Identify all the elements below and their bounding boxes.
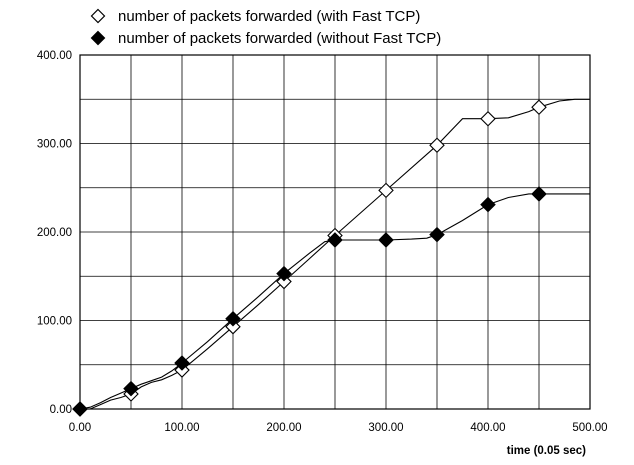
filled-diamond-marker bbox=[429, 226, 445, 243]
x-tick-label: 500.00 bbox=[572, 422, 607, 434]
filled-diamond-marker bbox=[327, 232, 343, 248]
x-tick-label: 0.00 bbox=[69, 422, 91, 434]
hollow-diamond-marker bbox=[276, 273, 292, 290]
tick-labels: 0.00 100.00 200.00 300.00 400.00 500.00 0.00 10… bbox=[37, 50, 608, 434]
x-tick-label: 200.00 bbox=[266, 422, 301, 434]
legend-hollow-diamond-icon bbox=[90, 8, 106, 24]
x-tick-label: 400.00 bbox=[470, 422, 505, 434]
series-with-fast-tcp bbox=[72, 98, 590, 417]
filled-diamond-marker bbox=[531, 186, 547, 202]
y-tick-label: 400.00 bbox=[37, 50, 72, 62]
series-line bbox=[80, 98, 590, 410]
filled-diamond-marker bbox=[225, 310, 241, 327]
hollow-diamond-marker bbox=[531, 99, 547, 115]
x-tick-label: 100.00 bbox=[164, 422, 199, 434]
x-axis-title: time (0.05 sec) bbox=[507, 445, 586, 457]
filled-diamond-marker bbox=[276, 265, 292, 282]
hollow-diamond-marker bbox=[429, 137, 445, 154]
series-layer bbox=[72, 98, 590, 417]
y-tick-label: 100.00 bbox=[37, 316, 72, 328]
legend-label-with-fast-tcp: number of packets forwarded (with Fast T… bbox=[118, 8, 420, 25]
filled-diamond-marker bbox=[123, 380, 139, 397]
filled-diamond-marker bbox=[480, 196, 496, 213]
hollow-diamond-marker bbox=[225, 318, 241, 335]
hollow-diamond-marker bbox=[480, 110, 496, 127]
legend: number of packets forwarded (with Fast T… bbox=[90, 8, 441, 47]
plot-frame bbox=[79, 54, 591, 410]
filled-diamond-marker bbox=[72, 401, 88, 417]
x-tick-label: 300.00 bbox=[368, 422, 403, 434]
y-tick-label: 200.00 bbox=[37, 227, 72, 239]
legend-filled-diamond-icon bbox=[90, 30, 106, 46]
hollow-diamond-marker bbox=[378, 182, 394, 199]
series-without-fast-tcp bbox=[72, 186, 590, 417]
filled-diamond-marker bbox=[378, 232, 394, 248]
y-tick-label: 300.00 bbox=[37, 139, 72, 151]
filled-diamond-marker bbox=[174, 355, 190, 371]
y-tick-label: 0.00 bbox=[50, 404, 72, 416]
legend-label-without-fast-tcp: number of packets forwarded (without Fas… bbox=[118, 30, 441, 47]
